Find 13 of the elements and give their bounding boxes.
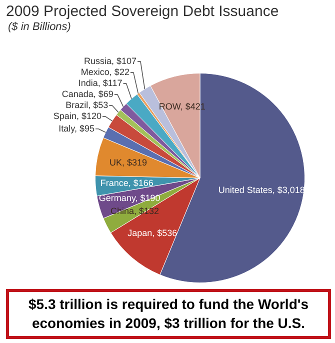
slice-label: India, $117 [78,78,122,88]
slice-label: Spain, $120 [53,111,102,122]
slice-label: Brazil, $53 [66,100,108,110]
slice-label: Japan, $536 [128,228,178,238]
slice-label: Canada, $69 [62,89,114,100]
chart-title: 2009 Projected Sovereign Debt Issuance [6,3,280,21]
slice-label: Italy, $95 [58,123,95,134]
slice-label: UK, $319 [109,157,148,168]
text: $5.3 trillion is required to fund the World's economies in 2009, $3 trillion for the U.S. [6,289,331,339]
chart-subtitle: ($ in Billions) [8,21,72,34]
slice-label: France, $166 [100,178,154,188]
slice-label: Russia, $107 [84,56,137,66]
slice-label: Mexico, $22 [80,67,130,78]
